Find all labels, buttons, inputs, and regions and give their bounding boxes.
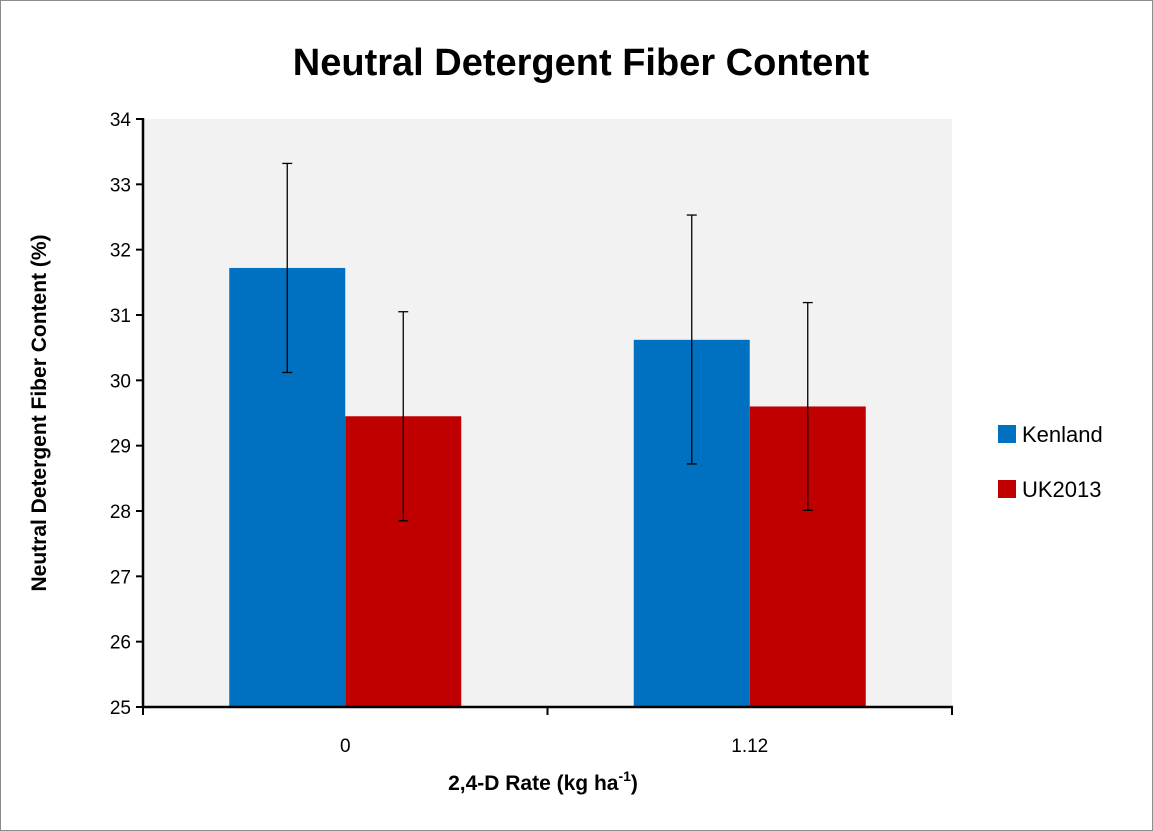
y-tick-label-32: 32 xyxy=(110,241,131,262)
x-axis-title-suffix: ) xyxy=(631,772,638,795)
y-tick-label-33: 33 xyxy=(110,175,131,196)
y-axis-title: Neutral Detergent Fiber Content (%) xyxy=(28,234,51,591)
x-axis-title-superscript: -1 xyxy=(618,768,631,784)
x-tick-label-0: 0 xyxy=(340,736,351,757)
y-tick-label-25: 25 xyxy=(110,698,131,719)
y-tick-label-26: 26 xyxy=(110,633,131,654)
legend-swatch-uk2013 xyxy=(998,480,1016,498)
legend-label-kenland: Kenland xyxy=(1022,422,1103,447)
y-tick-label-27: 27 xyxy=(110,567,131,588)
axes-layer: 25 26 27 28 29 30 31 32 33 34 0 1.12 xyxy=(110,110,953,757)
legend: Kenland UK2013 xyxy=(998,422,1103,502)
legend-label-uk2013: UK2013 xyxy=(1022,477,1102,502)
y-tick-label-31: 31 xyxy=(110,306,131,327)
chart-title: Neutral Detergent Fiber Content xyxy=(293,42,870,84)
x-axis-title: 2,4-D Rate (kg ha-1) xyxy=(448,768,638,795)
y-tick-label-34: 34 xyxy=(110,110,132,131)
x-tick-label-1.12: 1.12 xyxy=(731,736,768,757)
x-axis-title-text: 2,4-D Rate (kg ha xyxy=(448,772,619,795)
y-tick-label-30: 30 xyxy=(110,371,131,392)
error-bars-layer xyxy=(282,162,813,522)
y-tick-label-29: 29 xyxy=(110,437,131,458)
y-tick-label-28: 28 xyxy=(110,502,131,523)
legend-swatch-kenland xyxy=(998,425,1016,443)
